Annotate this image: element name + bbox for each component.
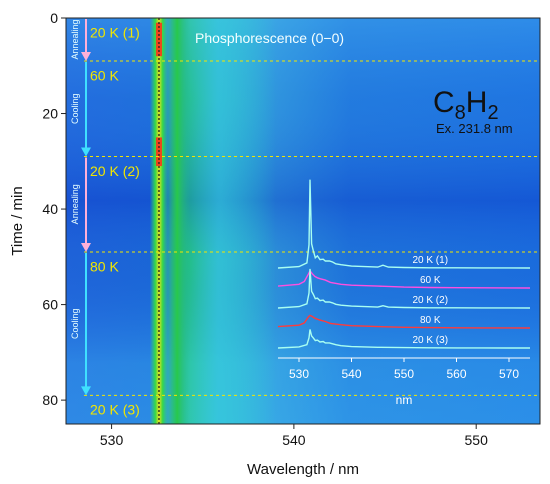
excitation-label: Ex. 231.8 nm xyxy=(436,121,513,136)
stage-label: 80 K xyxy=(90,258,119,274)
x-tick-label: 540 xyxy=(282,432,306,448)
x-tick-label: 530 xyxy=(100,432,124,448)
inset-series-label: 20 K (1) xyxy=(412,255,448,266)
inset-series-label: 60 K xyxy=(420,275,441,286)
emission-band xyxy=(149,18,169,424)
phosphorescence-label: Phosphorescence (0−0) xyxy=(195,30,344,46)
plot-frame xyxy=(65,17,541,425)
y-tick-label: 0 xyxy=(50,10,58,26)
inset-x-tick-label: 530 xyxy=(289,367,309,381)
stage-label: 60 K xyxy=(90,67,119,83)
y-tick-label: 40 xyxy=(42,201,58,217)
stage-label: 20 K (3) xyxy=(90,402,140,418)
y-tick-label: 60 xyxy=(42,297,58,313)
inset-x-tick-label: 540 xyxy=(341,367,361,381)
inset-x-tick-label: 570 xyxy=(499,367,519,381)
heatmap-time-shading xyxy=(66,18,540,424)
molecule-subscript-h: 2 xyxy=(487,102,498,124)
inset-series-label: 80 K xyxy=(420,315,441,326)
inset-x-tick-label: 560 xyxy=(446,367,466,381)
stage-label: 20 K (2) xyxy=(90,163,140,179)
process-arrow-head xyxy=(81,386,91,396)
y-tick-label: 80 xyxy=(42,392,58,408)
molecule-element-h: H xyxy=(466,86,488,119)
inset-spectrum-line xyxy=(277,179,531,269)
emission-band xyxy=(164,18,190,424)
x-axis-label: Wavelength / nm xyxy=(247,461,359,478)
molecule-element-c: C xyxy=(433,86,455,119)
inset-spectrum-line xyxy=(277,329,530,349)
process-arrow-head xyxy=(81,51,91,61)
process-label: Annealing xyxy=(70,184,80,224)
process-label: Cooling xyxy=(70,308,80,339)
molecule-formula: C8H2 xyxy=(433,86,499,124)
inset-spectrum-line xyxy=(277,314,531,329)
stage-label: 20 K (1) xyxy=(90,24,140,40)
inset-series-label: 20 K (3) xyxy=(412,335,448,346)
inset-spectra: 530 540 550 560 570 nm 20 K (1) 60 K 20 K (2) 80 … xyxy=(277,179,531,407)
molecule-subscript-c: 8 xyxy=(455,102,466,124)
inset-series-label: 20 K (2) xyxy=(412,295,448,306)
inset-x-tick-label: 550 xyxy=(394,367,414,381)
inset-x-axis-label: nm xyxy=(396,393,413,407)
y-tick-label: 20 xyxy=(42,106,58,122)
y-axis-label: Time / min xyxy=(9,186,26,255)
process-label: Cooling xyxy=(70,93,80,124)
process-arrow-head xyxy=(81,243,91,253)
process-arrow-head xyxy=(81,147,91,157)
process-label: Annealing xyxy=(70,19,80,59)
inset-spectrum-line xyxy=(277,268,531,309)
x-tick-label: 550 xyxy=(465,432,489,448)
inset-spectrum-line xyxy=(277,269,531,289)
